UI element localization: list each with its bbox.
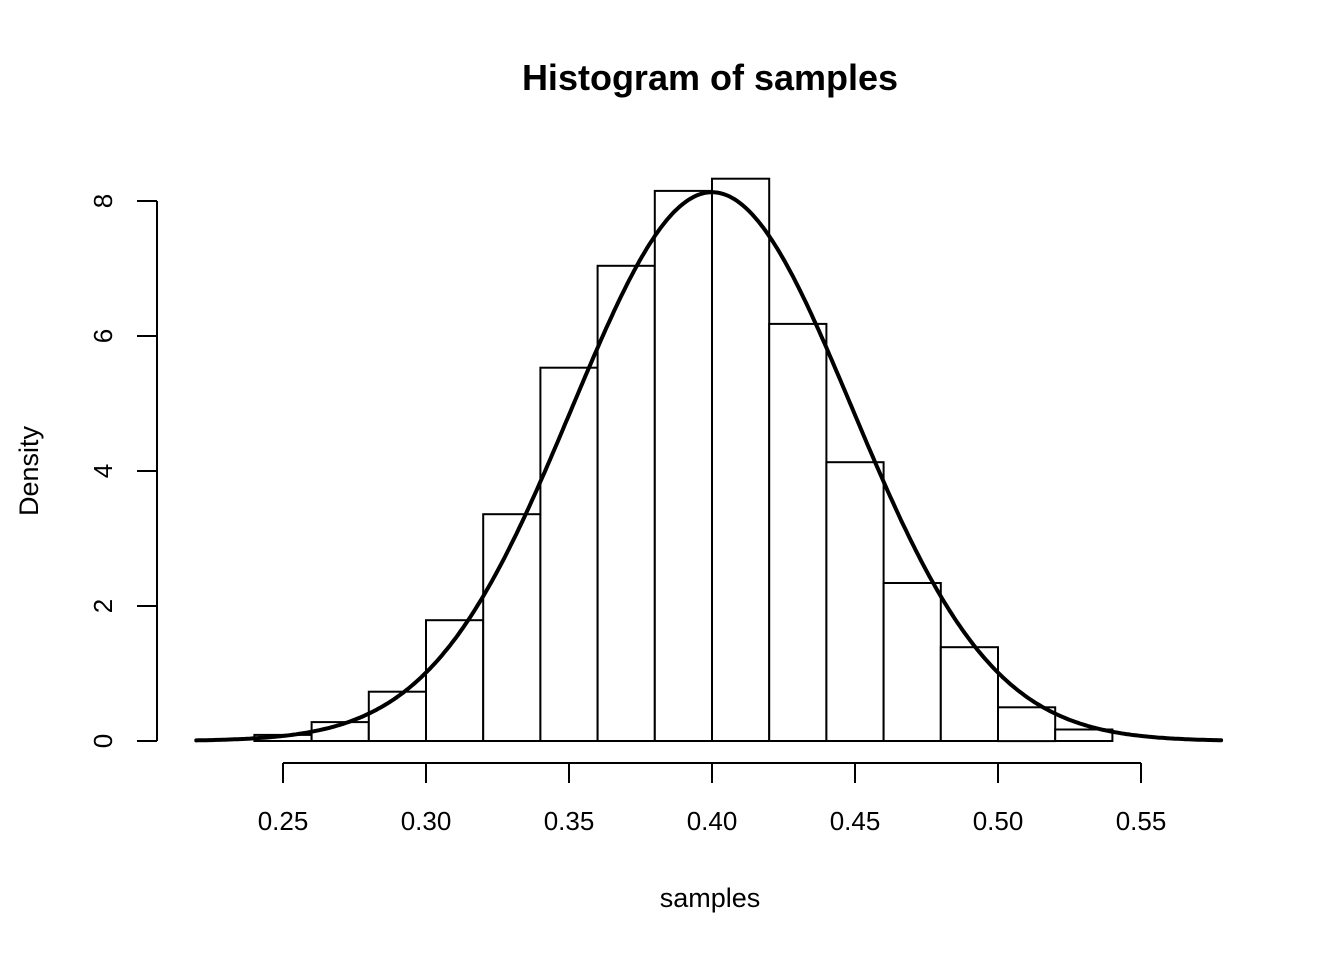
y-axis-title: Density	[14, 425, 44, 516]
y-tick-label: 6	[88, 329, 118, 343]
x-tick-label: 0.30	[401, 806, 452, 836]
y-tick-label: 4	[88, 464, 118, 478]
histogram-bar	[653, 189, 713, 742]
histogram-bar	[367, 690, 427, 743]
x-axis-title: samples	[660, 883, 761, 913]
histogram-bar	[596, 264, 656, 742]
histogram-bar	[882, 582, 942, 742]
bars-group	[253, 177, 1114, 743]
axes-group	[137, 200, 1142, 783]
density-curve	[194, 190, 1224, 743]
histogram-bar	[482, 513, 542, 743]
x-tick-label: 0.45	[830, 806, 881, 836]
histogram-bar	[1054, 728, 1114, 742]
density-curve-group	[194, 190, 1224, 743]
x-tick-label: 0.25	[258, 806, 309, 836]
x-tick-label: 0.40	[687, 806, 738, 836]
y-tick-label: 8	[88, 194, 118, 208]
histogram-bar	[825, 461, 885, 742]
x-tick-label: 0.35	[544, 806, 595, 836]
histogram-bar	[997, 706, 1057, 743]
tick-labels-group: 0 2 4 6 8 0.25 0.30 0.35 0.40 0.45 0.50 0.55	[88, 194, 1166, 836]
histogram-bar	[539, 366, 599, 742]
x-tick-label: 0.50	[973, 806, 1024, 836]
x-tick-label: 0.55	[1116, 806, 1167, 836]
chart-title: Histogram of samples	[522, 57, 898, 98]
histogram-bar	[768, 322, 828, 742]
y-tick-label: 0	[88, 734, 118, 748]
histogram-bar	[711, 177, 771, 742]
y-tick-label: 2	[88, 599, 118, 613]
